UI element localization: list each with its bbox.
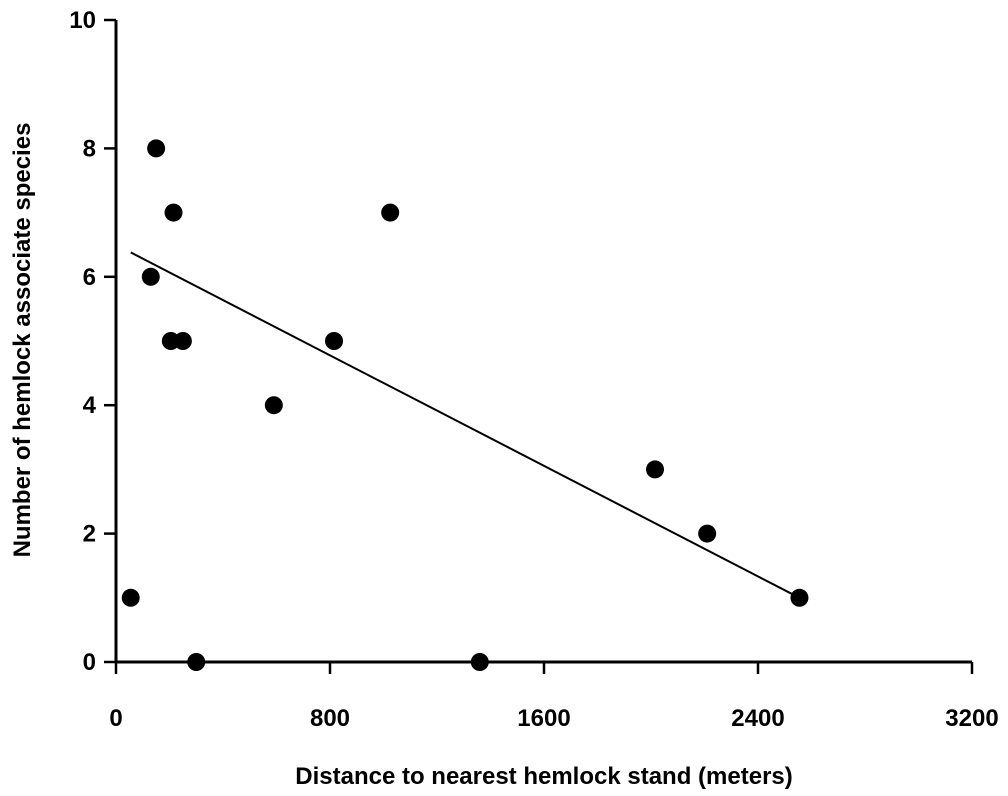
y-tick-label: 2 [83,521,96,548]
y-tick-label: 0 [83,649,96,676]
x-axis-title: Distance to nearest hemlock stand (meter… [295,763,793,790]
y-axis-title: Number of hemlock associate species [9,123,36,558]
axes [114,20,972,664]
y-tick-label: 6 [83,264,96,291]
x-tick-label: 2400 [731,705,784,732]
x-tick-label: 3200 [945,705,998,732]
y-tick-label: 4 [83,392,97,419]
x-tick-labels: 0 800 1600 2400 3200 [109,705,998,732]
data-point [121,588,140,607]
x-tick-label: 1600 [517,705,570,732]
data-point [698,524,717,543]
data-points [121,139,809,671]
x-tick-label: 0 [109,705,122,732]
data-point [646,460,665,479]
y-tick-label: 8 [83,135,96,162]
data-point [187,653,206,671]
trendline [130,251,800,599]
x-tick-label: 800 [310,705,350,732]
data-point [147,139,166,158]
data-point [141,267,160,286]
data-point [470,653,489,671]
data-point [173,332,192,350]
data-point [164,203,183,222]
data-point [790,588,809,607]
data-point [381,203,400,222]
trendline-group [130,251,800,599]
y-tick-label: 10 [69,7,96,34]
tick-marks [104,18,974,674]
data-point [264,396,283,415]
data-point [325,332,344,350]
y-tick-labels: 0 2 4 6 8 10 [69,7,96,676]
